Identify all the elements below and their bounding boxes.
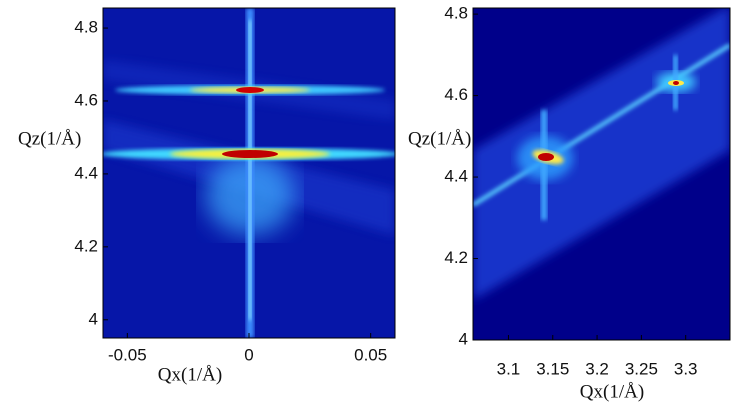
y-tick-label: 4.8 bbox=[444, 4, 468, 23]
x-tick-label: 3.1 bbox=[497, 359, 521, 378]
y-tick-label: 4.4 bbox=[74, 163, 98, 182]
x-tick-label: -0.05 bbox=[108, 345, 147, 364]
y-tick-label: 4.8 bbox=[74, 18, 98, 37]
intensity-map bbox=[103, 8, 395, 338]
x-tick-label: 3.15 bbox=[536, 359, 569, 378]
plot-frame bbox=[472, 7, 731, 341]
x-tick-label: 3.3 bbox=[674, 359, 698, 378]
y-tick-label: 4.2 bbox=[444, 248, 468, 267]
y-tick-label: 4.6 bbox=[74, 90, 98, 109]
x-tick-label: 0 bbox=[244, 345, 253, 364]
y-axis-label: Qz(1/Å) bbox=[18, 128, 81, 149]
intensity-map bbox=[473, 8, 730, 340]
y-tick-label: 4.2 bbox=[74, 236, 98, 255]
x-axis-label: Qx(1/Å) bbox=[158, 364, 222, 385]
y-tick-label: 4 bbox=[459, 329, 468, 348]
x-tick-label: 0.05 bbox=[354, 345, 387, 364]
x-tick-label: 3.25 bbox=[625, 359, 658, 378]
y-tick-label: 4.6 bbox=[444, 85, 468, 104]
x-tick-label: 3.2 bbox=[585, 359, 609, 378]
x-axis-label: Qx(1/Å) bbox=[580, 381, 644, 402]
y-axis-label: Qz(1/Å) bbox=[408, 128, 471, 149]
y-tick-label: 4.4 bbox=[444, 167, 468, 186]
y-tick-label: 4 bbox=[89, 309, 98, 328]
